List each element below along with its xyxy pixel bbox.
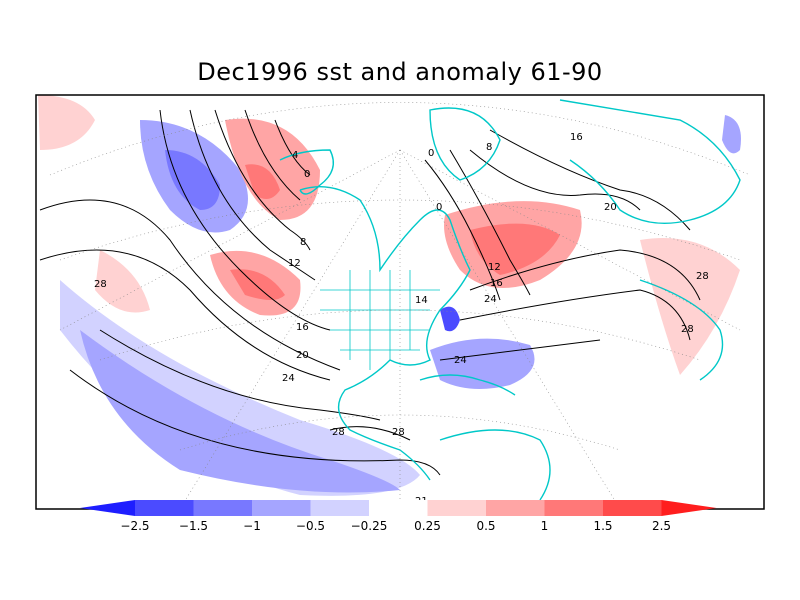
contour-line <box>159 109 331 331</box>
graticule <box>49 102 751 509</box>
contour-label: 14 <box>415 295 428 306</box>
contour-label: 24 <box>484 294 497 305</box>
colorbar-segment <box>252 500 311 516</box>
anomaly-negative-pacific-east-core <box>165 150 220 210</box>
contour-label: 28 <box>332 427 345 438</box>
contour-label: 20 <box>296 350 309 361</box>
coastline-africa <box>639 279 724 381</box>
colorbar-label: 0.5 <box>476 519 495 533</box>
colorbar-label: −0.5 <box>296 519 325 533</box>
colorbar-label: −2.5 <box>120 519 149 533</box>
anomaly-negative-atlantic-coast <box>440 306 460 332</box>
contour-line <box>449 149 531 296</box>
contour-label: 16 <box>296 322 309 333</box>
contour-line <box>189 109 316 281</box>
contour-label: 28 <box>681 324 694 335</box>
contour-line <box>69 369 441 476</box>
colorbar-labels: −2.5 −1.5 −1 −0.5 −0.25 0.25 0.5 1 1.5 2.5 <box>120 519 671 533</box>
colorbar-label: 2.5 <box>652 519 671 533</box>
contour-label: 0 <box>304 169 310 180</box>
colorbar-segment <box>369 500 428 516</box>
coastline-europe <box>559 99 741 225</box>
anomaly-positive-west-pacific <box>38 95 95 150</box>
colorbar-label: 1.5 <box>593 519 612 533</box>
contour-label: 4 <box>292 150 298 161</box>
contour-label: 20 <box>604 202 617 213</box>
contour-line <box>329 426 411 441</box>
anomaly-negative-europe <box>722 115 741 154</box>
anomaly-negative-tropical-band <box>60 280 420 496</box>
contour-line <box>439 339 601 361</box>
contour-label: 8 <box>300 237 306 248</box>
anomaly-positive-subtropical-pacific <box>95 250 150 313</box>
contour-label: 12 <box>488 262 501 273</box>
colorbar-segment <box>427 500 486 516</box>
colorbar-segment <box>486 500 545 516</box>
coastlines <box>279 99 741 501</box>
colorbar-segment <box>544 500 603 516</box>
contour-label: 28 <box>94 279 107 290</box>
contour-labels: 28 20 16 12 8 4 0 0 8 16 20 28 28 24 24 … <box>94 132 709 507</box>
contour-line <box>469 249 701 301</box>
contour-line <box>274 119 311 176</box>
coastline-greenland <box>429 107 501 181</box>
anomaly-negative-tropical-band-core <box>80 330 400 493</box>
contour-label: 0 <box>436 202 442 213</box>
contour-line <box>244 109 301 201</box>
sst-contours <box>39 109 701 476</box>
contour-line <box>39 199 341 371</box>
coastline-south-america <box>439 429 551 501</box>
contour-line <box>424 159 501 301</box>
coastline-alaska <box>279 149 334 195</box>
contour-line <box>39 249 331 381</box>
anomaly-positive-gulf-of-alaska-core <box>245 164 280 199</box>
colorbar-segment <box>135 500 194 516</box>
state-borders <box>320 270 440 370</box>
contour-label: 16 <box>490 278 503 289</box>
contour-label: 8 <box>486 142 492 153</box>
colorbar-arrow-left <box>80 500 135 516</box>
coastline-north-america <box>299 185 471 481</box>
coastline-caribbean <box>419 374 516 396</box>
contour-label: 28 <box>696 271 709 282</box>
contour-line <box>469 149 641 211</box>
colorbar-label: 1 <box>541 519 549 533</box>
longitude-line <box>399 149 741 331</box>
colorbar-label: 0.25 <box>414 519 441 533</box>
contour-label: 12 <box>288 258 301 269</box>
contour-line <box>214 109 311 251</box>
contour-label: 28 <box>392 427 405 438</box>
colorbar-segment <box>310 500 369 516</box>
contour-line <box>459 289 691 341</box>
contour-label: 24 <box>454 355 467 366</box>
anomaly-positive-north-pacific-core <box>230 269 285 300</box>
contour-line <box>489 129 691 231</box>
colorbar-segment <box>193 500 252 516</box>
anomaly-positive-north-atlantic-core <box>470 223 560 275</box>
latitude-circle <box>59 199 741 261</box>
longitude-line <box>59 149 401 331</box>
colorbar-label: −1 <box>243 519 261 533</box>
map-title: Dec1996 sst and anomaly 61-90 <box>197 58 603 86</box>
colorbar-label: −1.5 <box>179 519 208 533</box>
colorbar-segment <box>603 500 662 516</box>
colorbar-arrow-right <box>661 500 717 516</box>
contour-label: 0 <box>428 148 434 159</box>
contour-label: 16 <box>570 132 583 143</box>
contour-label: 24 <box>282 373 295 384</box>
anomaly-positive-east-atlantic <box>640 238 740 375</box>
colorbar-label: −0.25 <box>351 519 388 533</box>
colorbar <box>80 500 717 516</box>
contour-line <box>99 329 381 421</box>
